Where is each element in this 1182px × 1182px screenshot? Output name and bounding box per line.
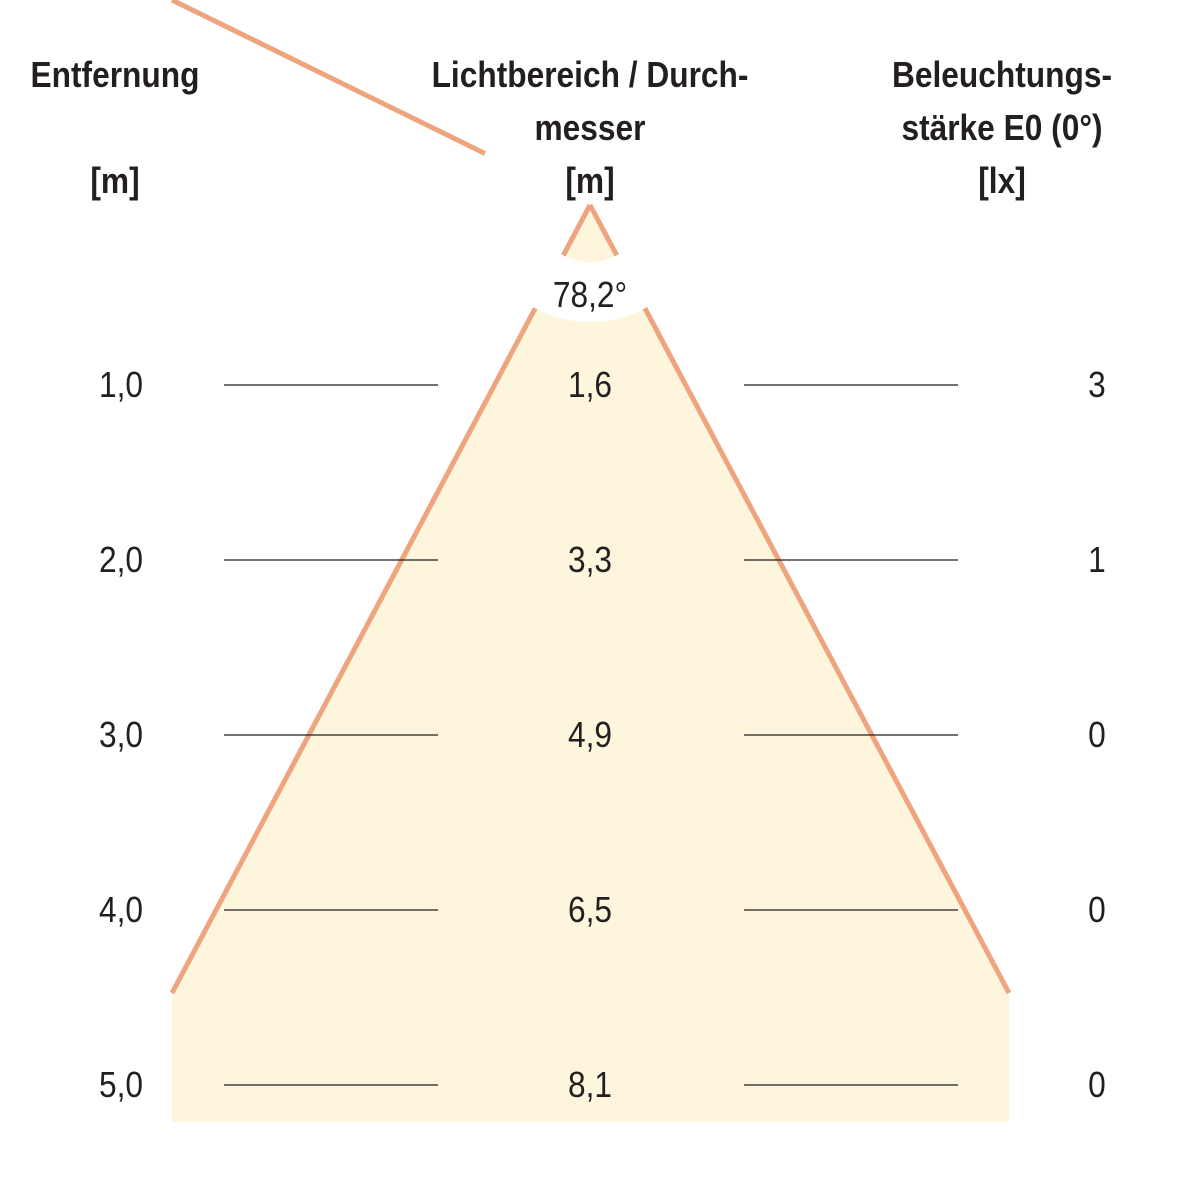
row-distance-value: 2,0 [98,539,144,580]
header-diameter-title-2: messer [534,107,646,148]
row-distance-value: 5,0 [98,1064,144,1105]
row-illuminance-value: 0 [1088,889,1106,930]
beam-angle-label: 78,2° [552,274,628,315]
row-illuminance-value: 0 [1088,714,1106,755]
cone-edge-right [587,203,1012,995]
header-diameter-unit: [m] [565,160,615,201]
header-distance-title: Entfernung [30,54,200,95]
row-illuminance-value: 3 [1088,364,1106,405]
row-distance-value: 1,0 [98,364,144,405]
row-diameter-value: 3,3 [567,539,613,580]
header-distance: Entfernung [m] [23,48,208,207]
header-illuminance-unit: [lx] [978,160,1026,201]
header-illuminance-title-2: stärke E0 (0°) [901,107,1103,148]
header-diameter-title-1: Lichtbereich / Durch- [431,54,749,95]
row-illuminance-value: 1 [1088,539,1106,580]
row-diameter-value: 8,1 [567,1064,613,1105]
header-illuminance-title-1: Beleuchtungs- [891,54,1112,95]
header-diameter: Lichtbereich / Durch- messer [m] [414,48,766,207]
header-distance-unit: [m] [90,160,140,201]
row-distance-value: 3,0 [98,714,144,755]
header-illuminance: Beleuchtungs- stärke E0 (0°) [lx] [870,48,1134,207]
row-diameter-value: 6,5 [567,889,613,930]
row-distance-value: 4,0 [98,889,144,930]
row-diameter-value: 4,9 [567,714,613,755]
row-diameter-value: 1,6 [567,364,613,405]
cone-edge-left [169,203,593,995]
cone-fill [172,205,1009,1122]
row-illuminance-value: 0 [1088,1064,1106,1105]
